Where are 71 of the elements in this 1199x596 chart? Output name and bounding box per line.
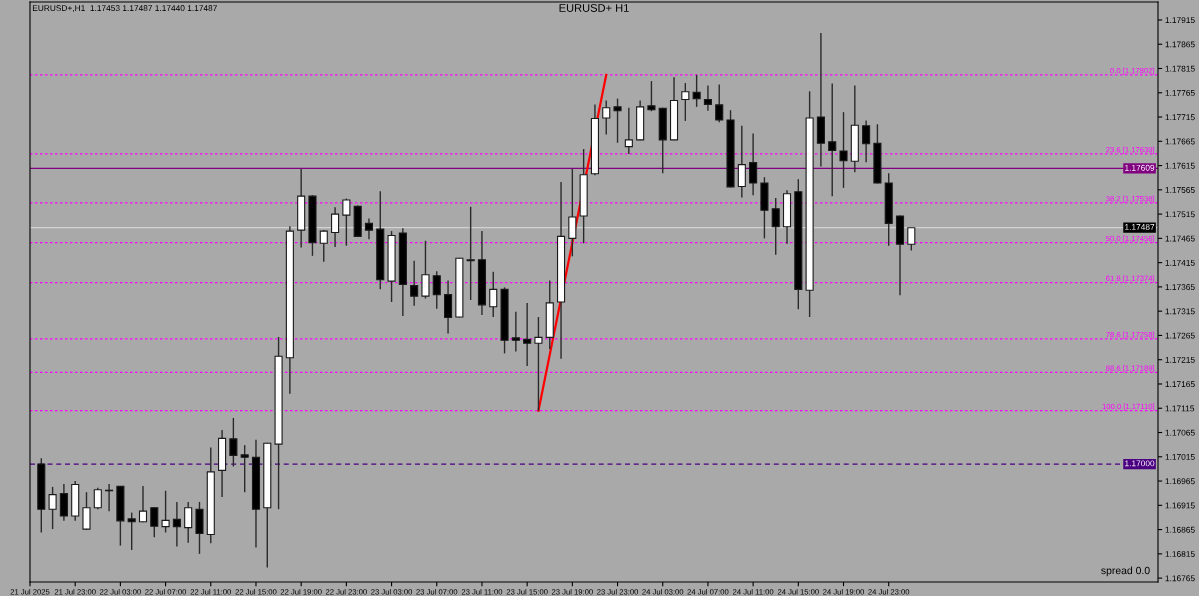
candlestick bbox=[161, 490, 170, 534]
y-tick-label: 1.16765 bbox=[1165, 575, 1195, 582]
candlestick bbox=[48, 486, 57, 530]
candlestick bbox=[523, 302, 532, 367]
y-tick-label: 1.16815 bbox=[1165, 551, 1195, 557]
y-tick-label: 1.17115 bbox=[1165, 405, 1195, 412]
annotation: EURUSD+,H1 1.17453 1.17487 1.17440 1.17487 bbox=[32, 5, 217, 13]
y-tick-label: 1.17315 bbox=[1165, 308, 1195, 315]
candlestick bbox=[862, 119, 871, 163]
candlestick bbox=[568, 168, 577, 258]
candlestick bbox=[150, 506, 159, 539]
ref-line-label: 1.17487 bbox=[1125, 224, 1155, 230]
y-tick-label: 1.17665 bbox=[1165, 138, 1195, 145]
annotation: spread 0.0 bbox=[1101, 566, 1150, 577]
y-tick-label: 1.16965 bbox=[1165, 478, 1195, 485]
candlestick bbox=[82, 491, 91, 531]
y-tick-label: 1.17365 bbox=[1165, 284, 1195, 291]
candlestick bbox=[443, 279, 453, 335]
candlestick bbox=[127, 511, 136, 551]
candlestick bbox=[613, 97, 622, 144]
y-tick-label: 1.17265 bbox=[1165, 332, 1195, 339]
candlestick bbox=[681, 82, 690, 122]
candlestick bbox=[907, 226, 916, 252]
candlestick bbox=[647, 80, 656, 112]
y-tick-label: 1.17715 bbox=[1165, 114, 1195, 121]
ref-line-label: 1.17000 bbox=[1125, 460, 1155, 467]
y-tick-label: 1.17515 bbox=[1165, 211, 1195, 218]
y-tick-label: 1.16915 bbox=[1165, 502, 1195, 509]
y-tick-label: 1.17465 bbox=[1165, 235, 1195, 242]
y-tick-label: 1.17415 bbox=[1165, 259, 1195, 266]
candlestick bbox=[534, 316, 543, 412]
candlestick bbox=[59, 483, 68, 522]
candlestick bbox=[489, 271, 498, 318]
candlestick bbox=[138, 485, 148, 523]
candlestick bbox=[511, 310, 520, 353]
y-tick-label: 1.17765 bbox=[1165, 89, 1195, 96]
candlestick bbox=[364, 217, 374, 241]
candlestick bbox=[715, 83, 724, 124]
candlestick bbox=[229, 417, 238, 468]
candlestick bbox=[602, 99, 611, 136]
candlestick bbox=[771, 197, 780, 256]
candlestick bbox=[624, 107, 633, 155]
candlestick bbox=[839, 111, 848, 189]
candlestick bbox=[466, 206, 475, 301]
candlestick bbox=[342, 197, 351, 247]
candlestick bbox=[737, 125, 746, 199]
candlestick bbox=[828, 82, 837, 197]
candlestick bbox=[692, 74, 701, 108]
candlestick bbox=[172, 501, 181, 548]
y-tick-label: 1.17615 bbox=[1165, 162, 1195, 169]
ref-line-label: 1.17609 bbox=[1125, 164, 1155, 171]
y-tick-label: 1.17065 bbox=[1165, 429, 1195, 436]
y-tick-label: 1.17165 bbox=[1165, 381, 1195, 388]
candlestick bbox=[93, 487, 102, 510]
y-tick-label: 1.16865 bbox=[1165, 526, 1195, 533]
y-tick-label: 1.17015 bbox=[1165, 453, 1195, 460]
candlestick bbox=[749, 132, 758, 196]
chart-title: EURUSD+ H1 bbox=[559, 4, 629, 12]
candlestick bbox=[184, 501, 193, 544]
candlestick bbox=[703, 84, 712, 112]
y-tick-label: 1.17815 bbox=[1165, 65, 1195, 72]
candlestick bbox=[432, 270, 441, 310]
y-tick-label: 1.17215 bbox=[1165, 356, 1195, 363]
candlestick bbox=[410, 259, 419, 307]
y-tick-label: 1.17865 bbox=[1165, 41, 1195, 48]
candlestick bbox=[319, 229, 328, 263]
y-tick-label: 1.17915 bbox=[1165, 17, 1195, 24]
y-tick-label: 1.17565 bbox=[1165, 187, 1195, 193]
candlestick bbox=[421, 240, 430, 300]
candlestick bbox=[331, 206, 340, 248]
candlestick bbox=[240, 444, 249, 493]
